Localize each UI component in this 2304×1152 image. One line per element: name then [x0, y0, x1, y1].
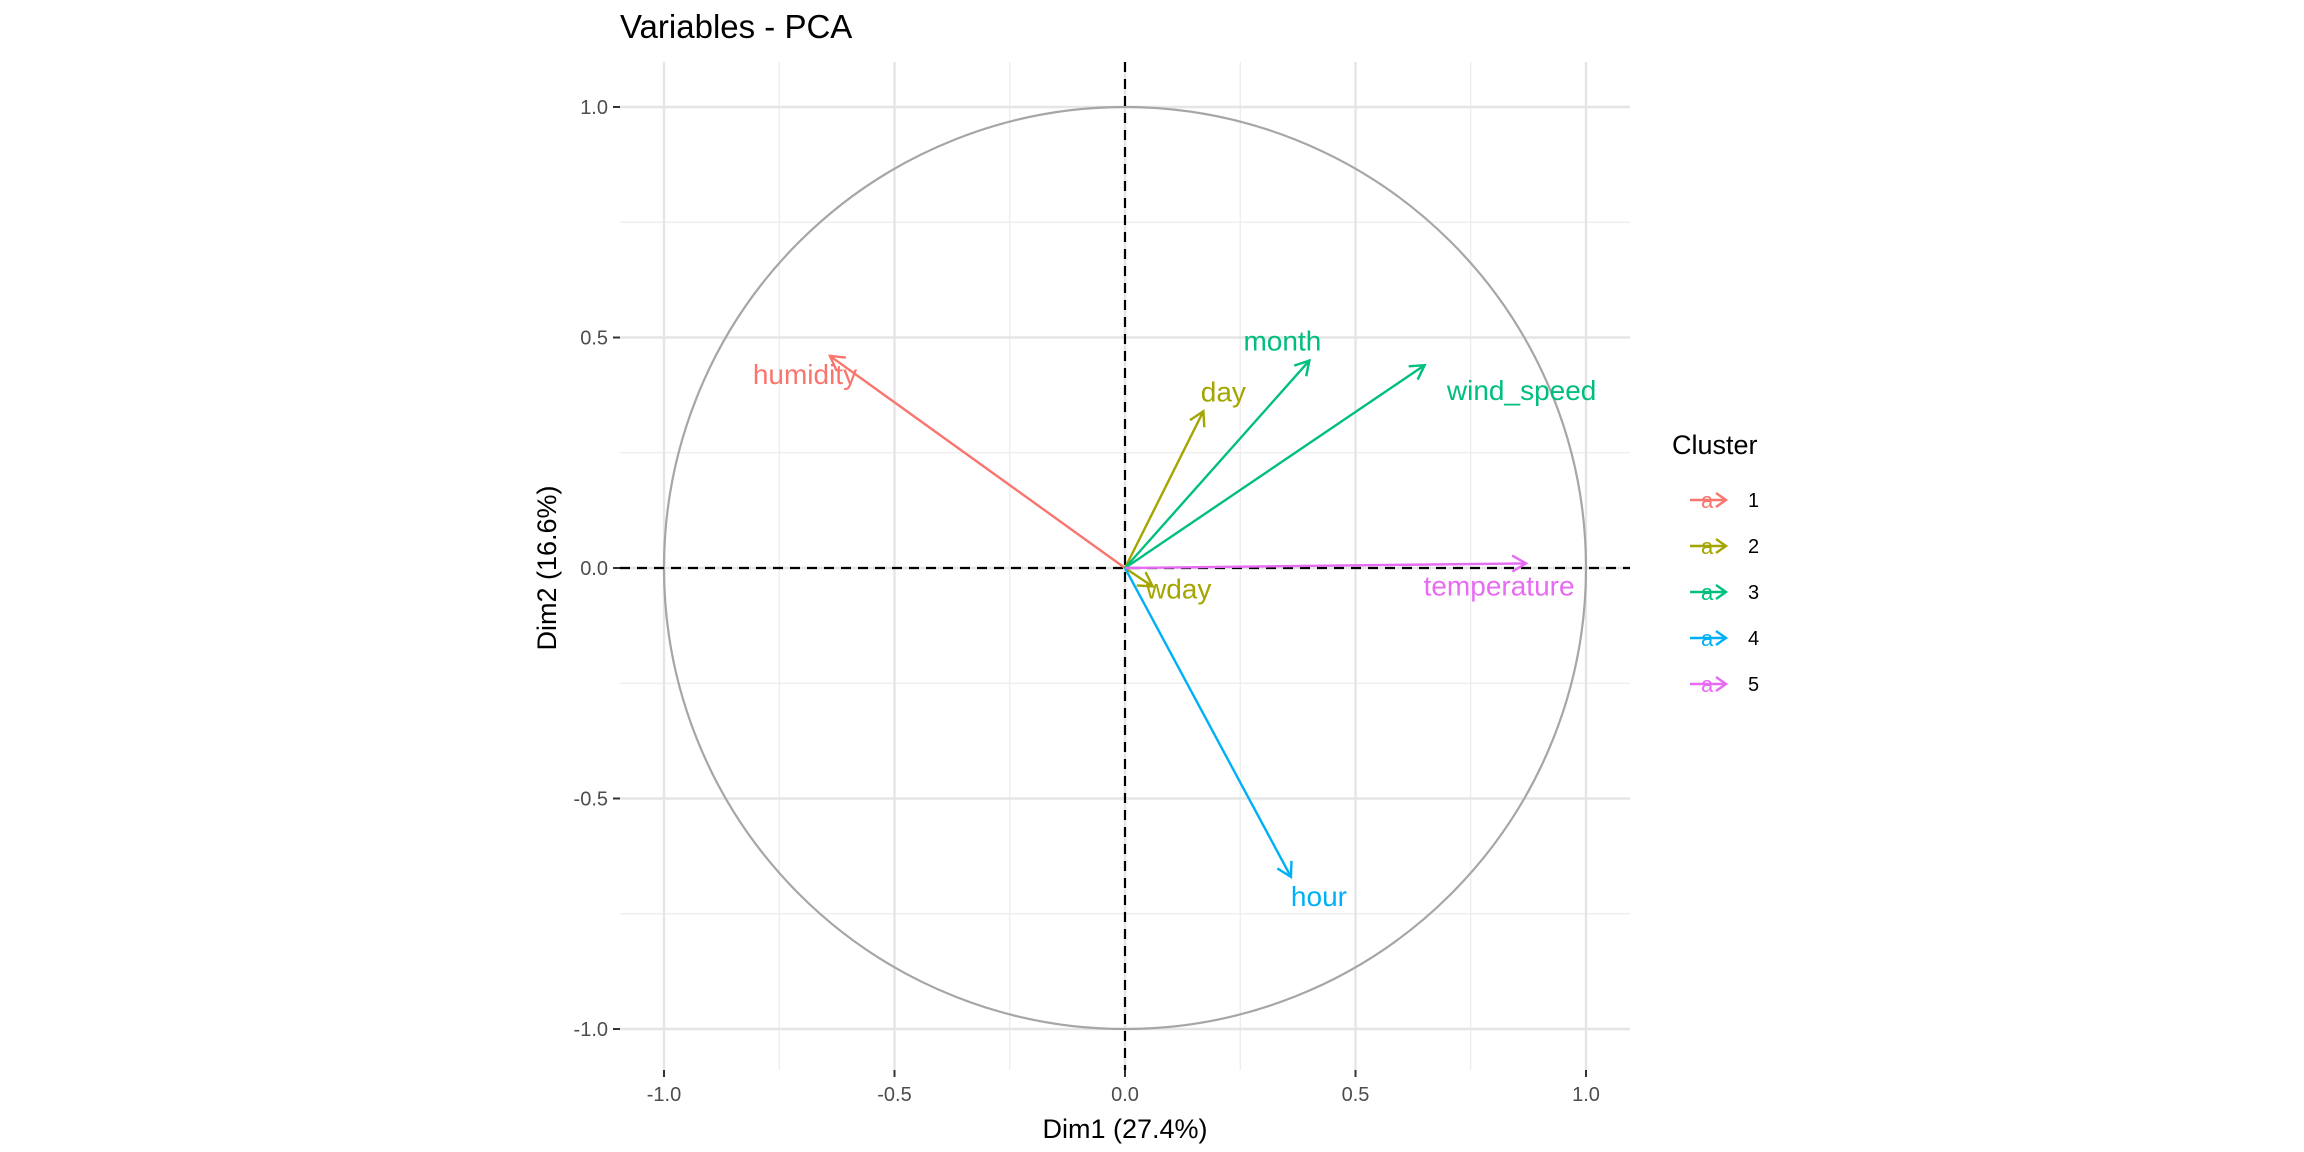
- legend-key-arrowhead: [1715, 630, 1729, 646]
- x-axis-title: Dim1 (27.4%): [1042, 1114, 1207, 1144]
- label-day: day: [1201, 376, 1246, 407]
- arrowhead-wday: [1136, 571, 1155, 588]
- legend-label: 3: [1748, 582, 1759, 604]
- legend-key-glyph: a: [1701, 626, 1714, 651]
- x-tick-label: -0.5: [877, 1084, 911, 1106]
- label-wday: wday: [1145, 573, 1211, 604]
- arrow-day: [1123, 410, 1205, 569]
- arrowhead-humidity: [828, 354, 846, 372]
- chart-title: Variables - PCA: [620, 8, 852, 45]
- label-month: month: [1243, 326, 1321, 357]
- legend-label: 2: [1748, 536, 1759, 558]
- y-tick-label: 0.5: [580, 328, 608, 350]
- legend-label: 5: [1748, 674, 1759, 696]
- y-tick-label: 0.0: [580, 558, 608, 580]
- y-tick-label: 1.0: [580, 97, 608, 119]
- legend-key-glyph: a: [1701, 534, 1714, 559]
- label-wind_speed: wind_speed: [1446, 375, 1596, 406]
- x-tick-label: 0.0: [1111, 1084, 1139, 1106]
- arrow-wday: [1124, 567, 1154, 588]
- x-tick-label: -1.0: [647, 1084, 681, 1106]
- label-humidity: humidity: [753, 359, 857, 390]
- arrow-wind_speed: [1124, 364, 1426, 569]
- arrowhead-day: [1189, 409, 1206, 428]
- legend-label: 4: [1748, 628, 1759, 650]
- arrowhead-month: [1293, 358, 1311, 377]
- y-tick-label: -0.5: [574, 789, 608, 811]
- legend-title: Cluster: [1672, 430, 1758, 460]
- arrowhead-wind_speed: [1408, 363, 1427, 381]
- y-tick-label: -1.0: [574, 1019, 608, 1041]
- legend-key-arrowhead: [1715, 676, 1729, 692]
- legend-key-glyph: a: [1701, 580, 1714, 605]
- y-axis: -1.0 -0.5 0.0 0.5 1.0: [574, 97, 620, 1041]
- arrowhead-hour: [1276, 860, 1293, 879]
- variable-arrows: [828, 354, 1529, 879]
- legend-key-glyph: a: [1701, 488, 1714, 513]
- legend: Cluster a 1 a 2 a 3 a 4 a 5: [1672, 430, 1759, 697]
- arrow-hour: [1123, 567, 1293, 878]
- legend-key-arrowhead: [1715, 584, 1729, 600]
- legend-label: 1: [1748, 490, 1759, 512]
- legend-key-arrowhead: [1715, 538, 1729, 554]
- arrow-month: [1124, 359, 1311, 569]
- arrow-humidity: [829, 354, 1126, 569]
- x-tick-label: 1.0: [1572, 1084, 1600, 1106]
- arrowhead-temperature: [1511, 554, 1529, 573]
- label-temperature: temperature: [1424, 570, 1575, 601]
- legend-key-arrowhead: [1715, 492, 1729, 508]
- y-axis-title: Dim2 (16.6%): [532, 485, 562, 650]
- x-axis: -1.0 -0.5 0.0 0.5 1.0: [647, 1070, 1600, 1106]
- reference-lines: [620, 62, 1630, 1070]
- arrow-temperature: [1124, 562, 1527, 570]
- x-tick-label: 0.5: [1342, 1084, 1370, 1106]
- label-hour: hour: [1291, 881, 1347, 912]
- legend-key-glyph: a: [1701, 672, 1714, 697]
